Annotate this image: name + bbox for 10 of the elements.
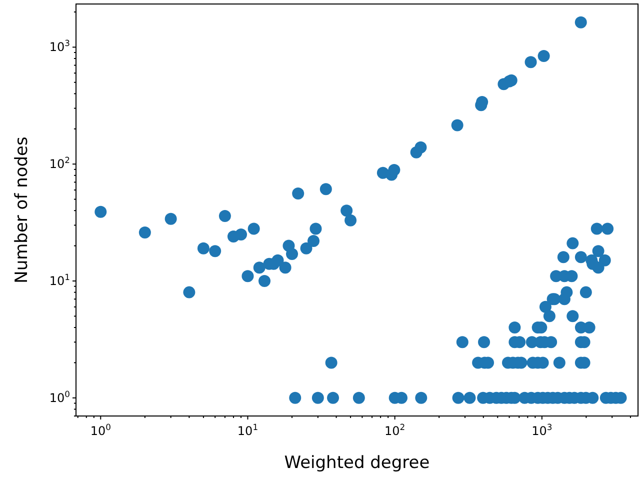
y-tick-label: 10$^{0}$ [49,388,70,405]
y-axis-title: Number of nodes [12,136,32,284]
x-tick-label: 10$^{0}$ [90,422,111,438]
x-tick-label: 10$^{3}$ [532,422,552,438]
x-axis-title: Weighted degree [284,453,430,473]
y-tick-label: 10$^{2}$ [49,155,70,172]
y-tick-label: 10$^{3}$ [49,38,70,54]
x-tick-label: 10$^{2}$ [384,422,406,438]
y-tick-label: 10$^{1}$ [49,272,70,288]
x-tick-label: 10$^{1}$ [237,422,258,438]
